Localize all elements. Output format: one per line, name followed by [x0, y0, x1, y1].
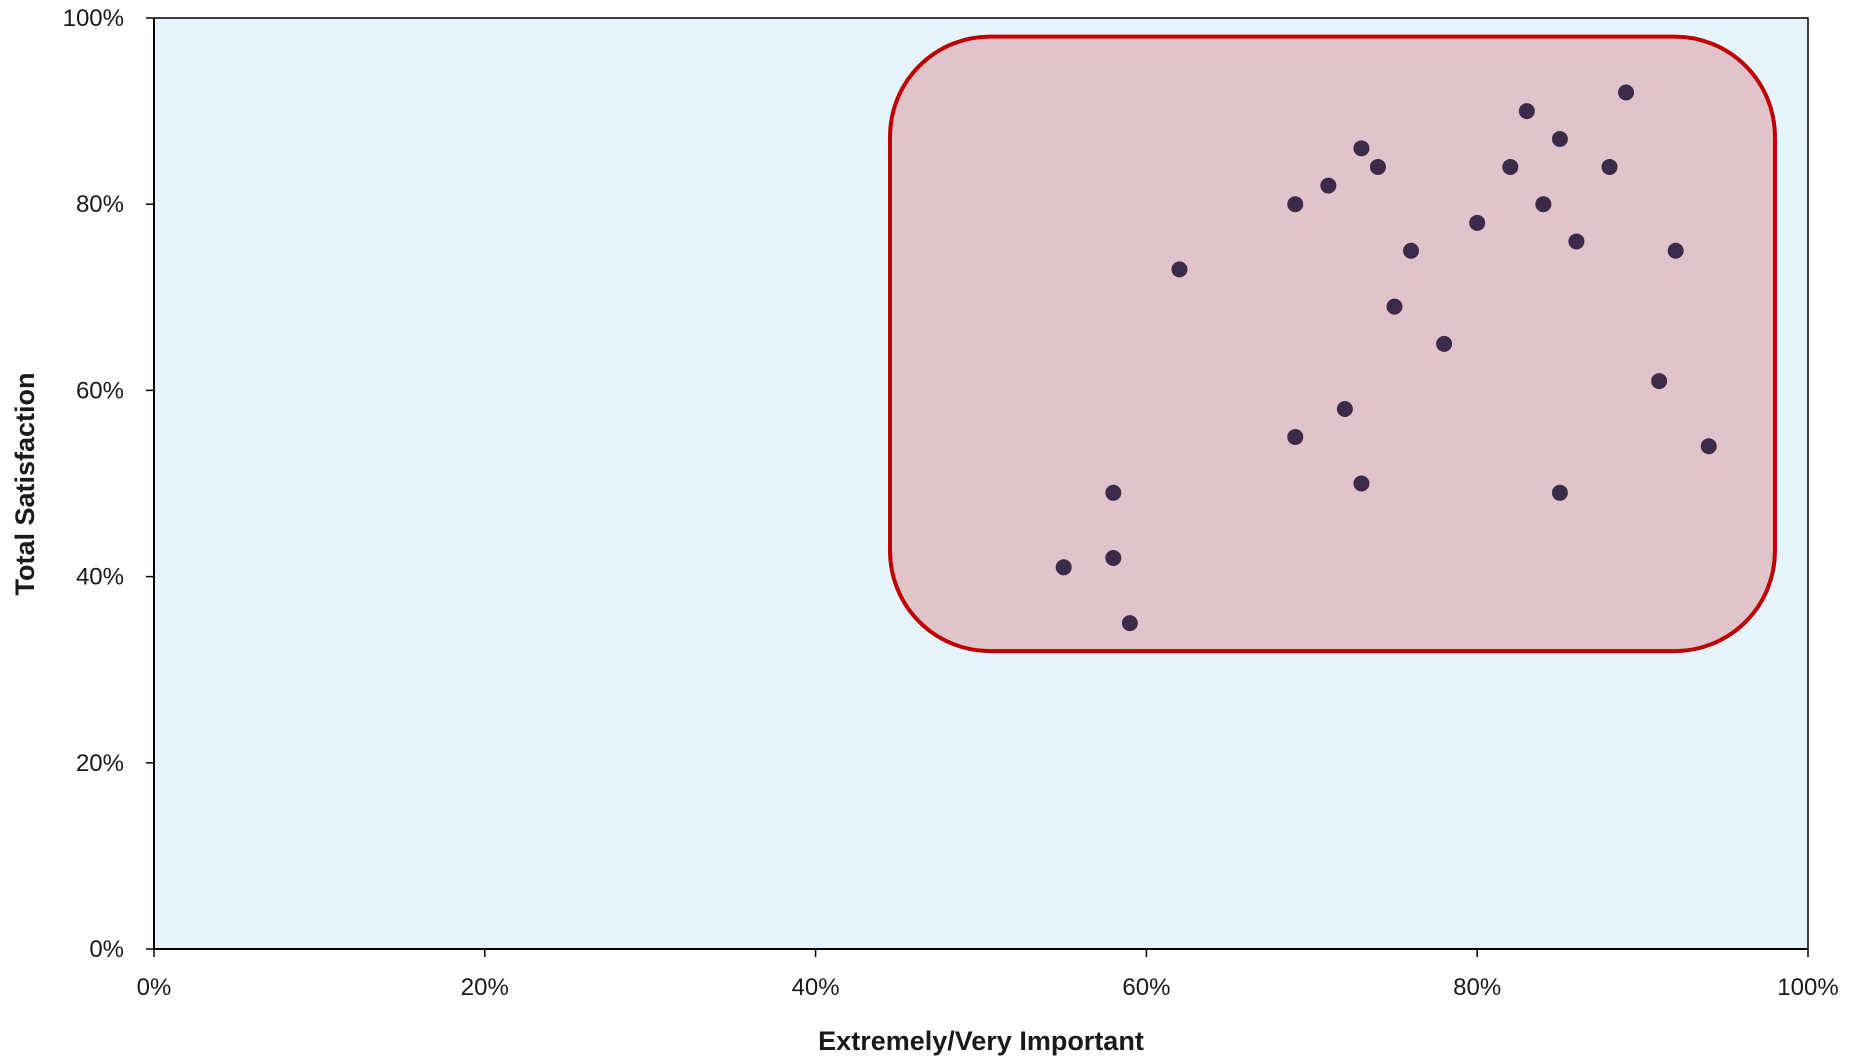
data-point — [1287, 196, 1304, 213]
data-point — [1551, 131, 1568, 148]
y-axis-title: Total Satisfaction — [10, 372, 40, 595]
data-point — [1369, 158, 1386, 175]
data-point — [1287, 428, 1304, 445]
x-tick-label: 100% — [1777, 974, 1838, 1001]
x-tick-label: 40% — [792, 974, 840, 1001]
data-point — [1502, 158, 1519, 175]
highlight-region — [888, 34, 1777, 654]
data-point — [1353, 475, 1370, 492]
data-point — [1651, 373, 1668, 390]
y-tick-label: 100% — [63, 5, 124, 32]
y-tick-label: 80% — [76, 191, 124, 218]
x-tick-label: 80% — [1453, 974, 1501, 1001]
data-point — [1667, 242, 1684, 259]
data-point — [1055, 559, 1072, 576]
data-point — [1353, 140, 1370, 157]
data-points — [1055, 84, 1717, 632]
data-point — [1320, 177, 1337, 194]
data-point — [1568, 233, 1585, 250]
data-point — [1386, 298, 1403, 315]
x-tick-label: 60% — [1122, 974, 1170, 1001]
data-point — [1403, 242, 1420, 259]
data-point — [1336, 401, 1353, 418]
data-point — [1121, 615, 1138, 632]
y-tick-label: 60% — [76, 377, 124, 404]
data-point — [1436, 335, 1453, 352]
y-tick-label: 20% — [76, 750, 124, 777]
data-point — [1105, 549, 1122, 566]
data-point — [1551, 484, 1568, 501]
x-axis-title: Extremely/Very Important — [818, 1026, 1144, 1056]
data-point — [1105, 484, 1122, 501]
data-point — [1535, 196, 1552, 213]
y-tick-label: 0% — [89, 936, 124, 963]
data-point — [1700, 438, 1717, 455]
data-point — [1618, 84, 1635, 101]
x-tick-label: 20% — [461, 974, 509, 1001]
data-point — [1601, 158, 1618, 175]
y-axis-ticks: 0% 20% 40% 60% 80% 100% — [63, 5, 154, 963]
data-point — [1518, 103, 1535, 120]
x-axis-ticks: 0% 20% 40% 60% 80% 100% — [137, 949, 1839, 1001]
y-tick-label: 40% — [76, 564, 124, 591]
data-point — [1171, 261, 1188, 278]
x-tick-label: 0% — [137, 974, 172, 1001]
data-point — [1469, 214, 1486, 231]
